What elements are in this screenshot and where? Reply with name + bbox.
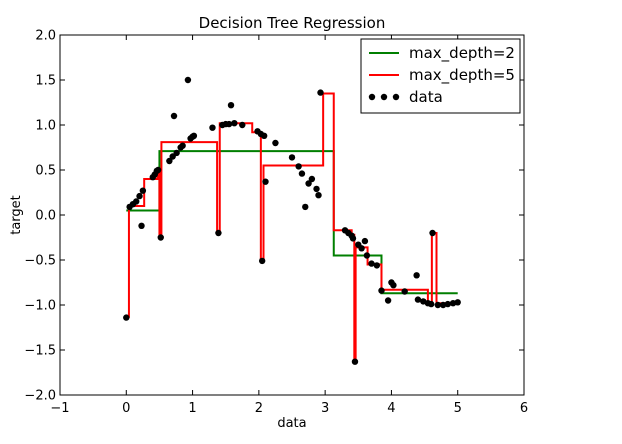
data-point	[384, 297, 392, 304]
data-point	[351, 358, 359, 365]
data-point	[258, 257, 266, 265]
data-point	[361, 237, 369, 245]
data-point	[173, 149, 180, 157]
data-point	[239, 121, 246, 129]
data-point	[288, 154, 296, 161]
axis-ticks: −1 0 1 2 3 4 5 6 −2.0 −1.5 −1.0 −0.5 0.0 0.5 1.0 1.5 2.0	[24, 29, 528, 417]
data-point	[184, 76, 192, 84]
data-point	[136, 192, 143, 200]
legend-label: max_depth=5	[409, 66, 515, 85]
data-point	[378, 287, 385, 294]
data-point	[133, 198, 140, 205]
x-tick-label: 5	[454, 401, 462, 416]
data-point	[358, 245, 365, 252]
y-tick-label: 1.0	[35, 119, 56, 134]
legend-marker	[368, 93, 376, 101]
data-point	[363, 252, 371, 259]
data-point	[123, 314, 130, 321]
data-point	[209, 124, 216, 131]
data-point	[305, 180, 312, 187]
y-tick-label: 2.0	[35, 29, 56, 44]
data-point	[295, 163, 302, 170]
data-point	[157, 234, 164, 241]
data-point	[414, 296, 422, 303]
data-point	[166, 157, 173, 165]
x-tick-label: 0	[122, 401, 130, 416]
x-axis-label: data	[277, 416, 306, 431]
data-point	[262, 178, 269, 185]
legend-marker	[392, 93, 400, 101]
data-point	[302, 203, 309, 211]
data-point	[368, 260, 375, 267]
y-tick-label: 1.5	[35, 74, 56, 89]
x-tick-label: 6	[520, 401, 528, 416]
data-point	[272, 139, 279, 147]
data-point	[429, 229, 436, 237]
data-point	[190, 132, 198, 139]
y-tick-label: 0.5	[35, 164, 56, 179]
data-point	[154, 166, 162, 174]
data-point	[390, 282, 397, 289]
legend-marker	[380, 93, 388, 101]
data-point	[308, 175, 316, 183]
x-tick-label: 2	[255, 401, 263, 416]
legend-label: data	[409, 88, 443, 106]
chart-title: Decision Tree Regression	[199, 14, 386, 32]
y-tick-label: −2.0	[24, 389, 56, 404]
y-tick-label: −1.5	[24, 344, 56, 359]
data-point	[315, 192, 322, 199]
data-point	[138, 222, 145, 229]
data-point	[434, 301, 442, 309]
y-axis-label: target	[9, 195, 24, 235]
legend-label: max_depth=2	[409, 44, 515, 63]
data-point	[231, 120, 238, 127]
plot-area	[123, 76, 461, 365]
data-point	[349, 235, 357, 242]
data-point	[215, 229, 222, 237]
data-point	[413, 272, 420, 279]
data-point	[401, 288, 408, 295]
x-tick-label: 3	[321, 401, 329, 416]
data-point	[227, 102, 235, 109]
data-point	[260, 132, 268, 139]
data-point	[373, 262, 381, 269]
x-tick-label: 1	[188, 401, 196, 416]
x-tick-label: −1	[50, 401, 69, 416]
data-point	[170, 112, 178, 120]
y-tick-label: 0.0	[35, 209, 56, 224]
data-point	[139, 187, 147, 194]
y-tick-label: −0.5	[24, 254, 56, 269]
data-point	[317, 89, 324, 96]
data-point	[298, 170, 306, 177]
data-point	[444, 300, 451, 308]
data-point	[428, 300, 435, 308]
data-point	[179, 142, 186, 149]
y-tick-label: −1.0	[24, 299, 56, 314]
data-point	[454, 299, 461, 306]
data-point	[225, 120, 233, 128]
data-point	[313, 185, 320, 193]
x-tick-label: 4	[387, 401, 395, 416]
